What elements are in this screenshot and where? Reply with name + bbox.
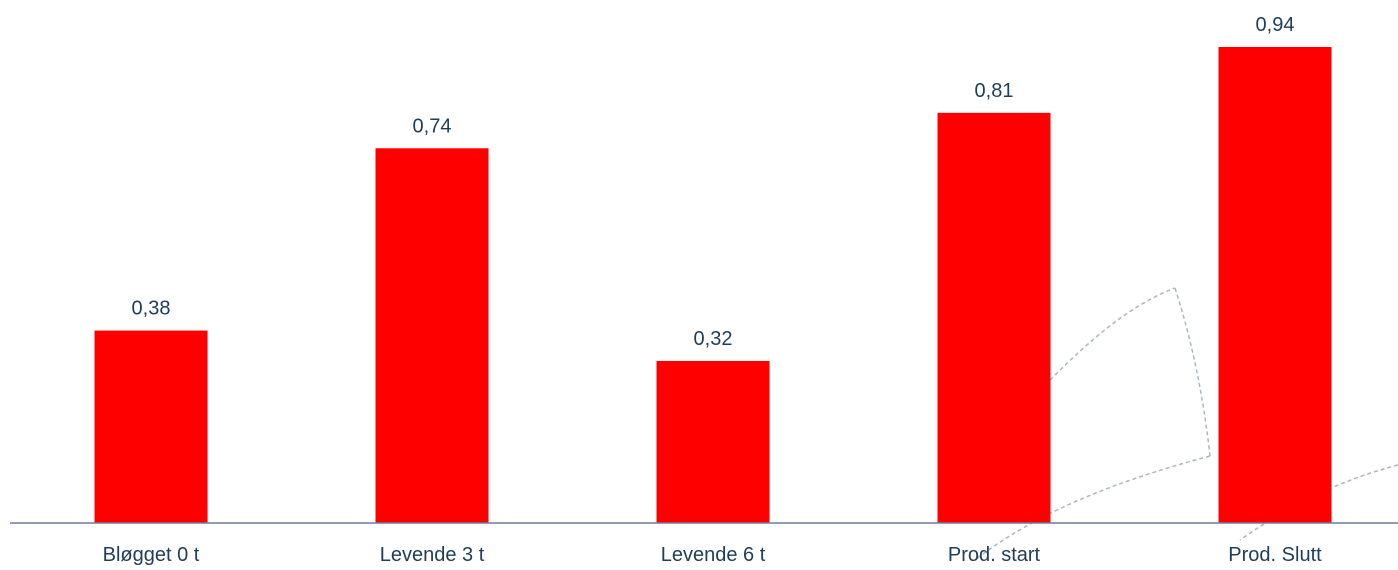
bar-value-label: 0,81	[975, 80, 1014, 102]
bar-value-label: 0,38	[132, 298, 171, 320]
bar	[1218, 47, 1332, 523]
x-tick-label: Bløgget 0 t	[103, 544, 200, 566]
bar	[656, 360, 770, 523]
labels-layer: 0,38 Bløgget 0 t 0,74 Levende 3 t 0,32 Levend…	[103, 14, 1322, 566]
x-tick-label: Levende 3 t	[380, 544, 485, 566]
bars-layer	[94, 47, 1332, 524]
bar-value-label: 0,74	[413, 115, 452, 137]
decorative-curve	[974, 455, 1211, 561]
decorative-curve	[1049, 287, 1176, 381]
x-tick-label: Prod. start	[948, 544, 1041, 566]
bar	[937, 112, 1051, 524]
bar-value-label: 0,94	[1256, 14, 1295, 36]
bar-value-label: 0,32	[694, 328, 733, 350]
bar	[94, 330, 208, 523]
decorative-curve	[1174, 287, 1211, 457]
x-tick-label: Prod. Slutt	[1228, 544, 1322, 566]
x-tick-label: Levende 6 t	[661, 544, 766, 566]
bar	[375, 148, 489, 523]
